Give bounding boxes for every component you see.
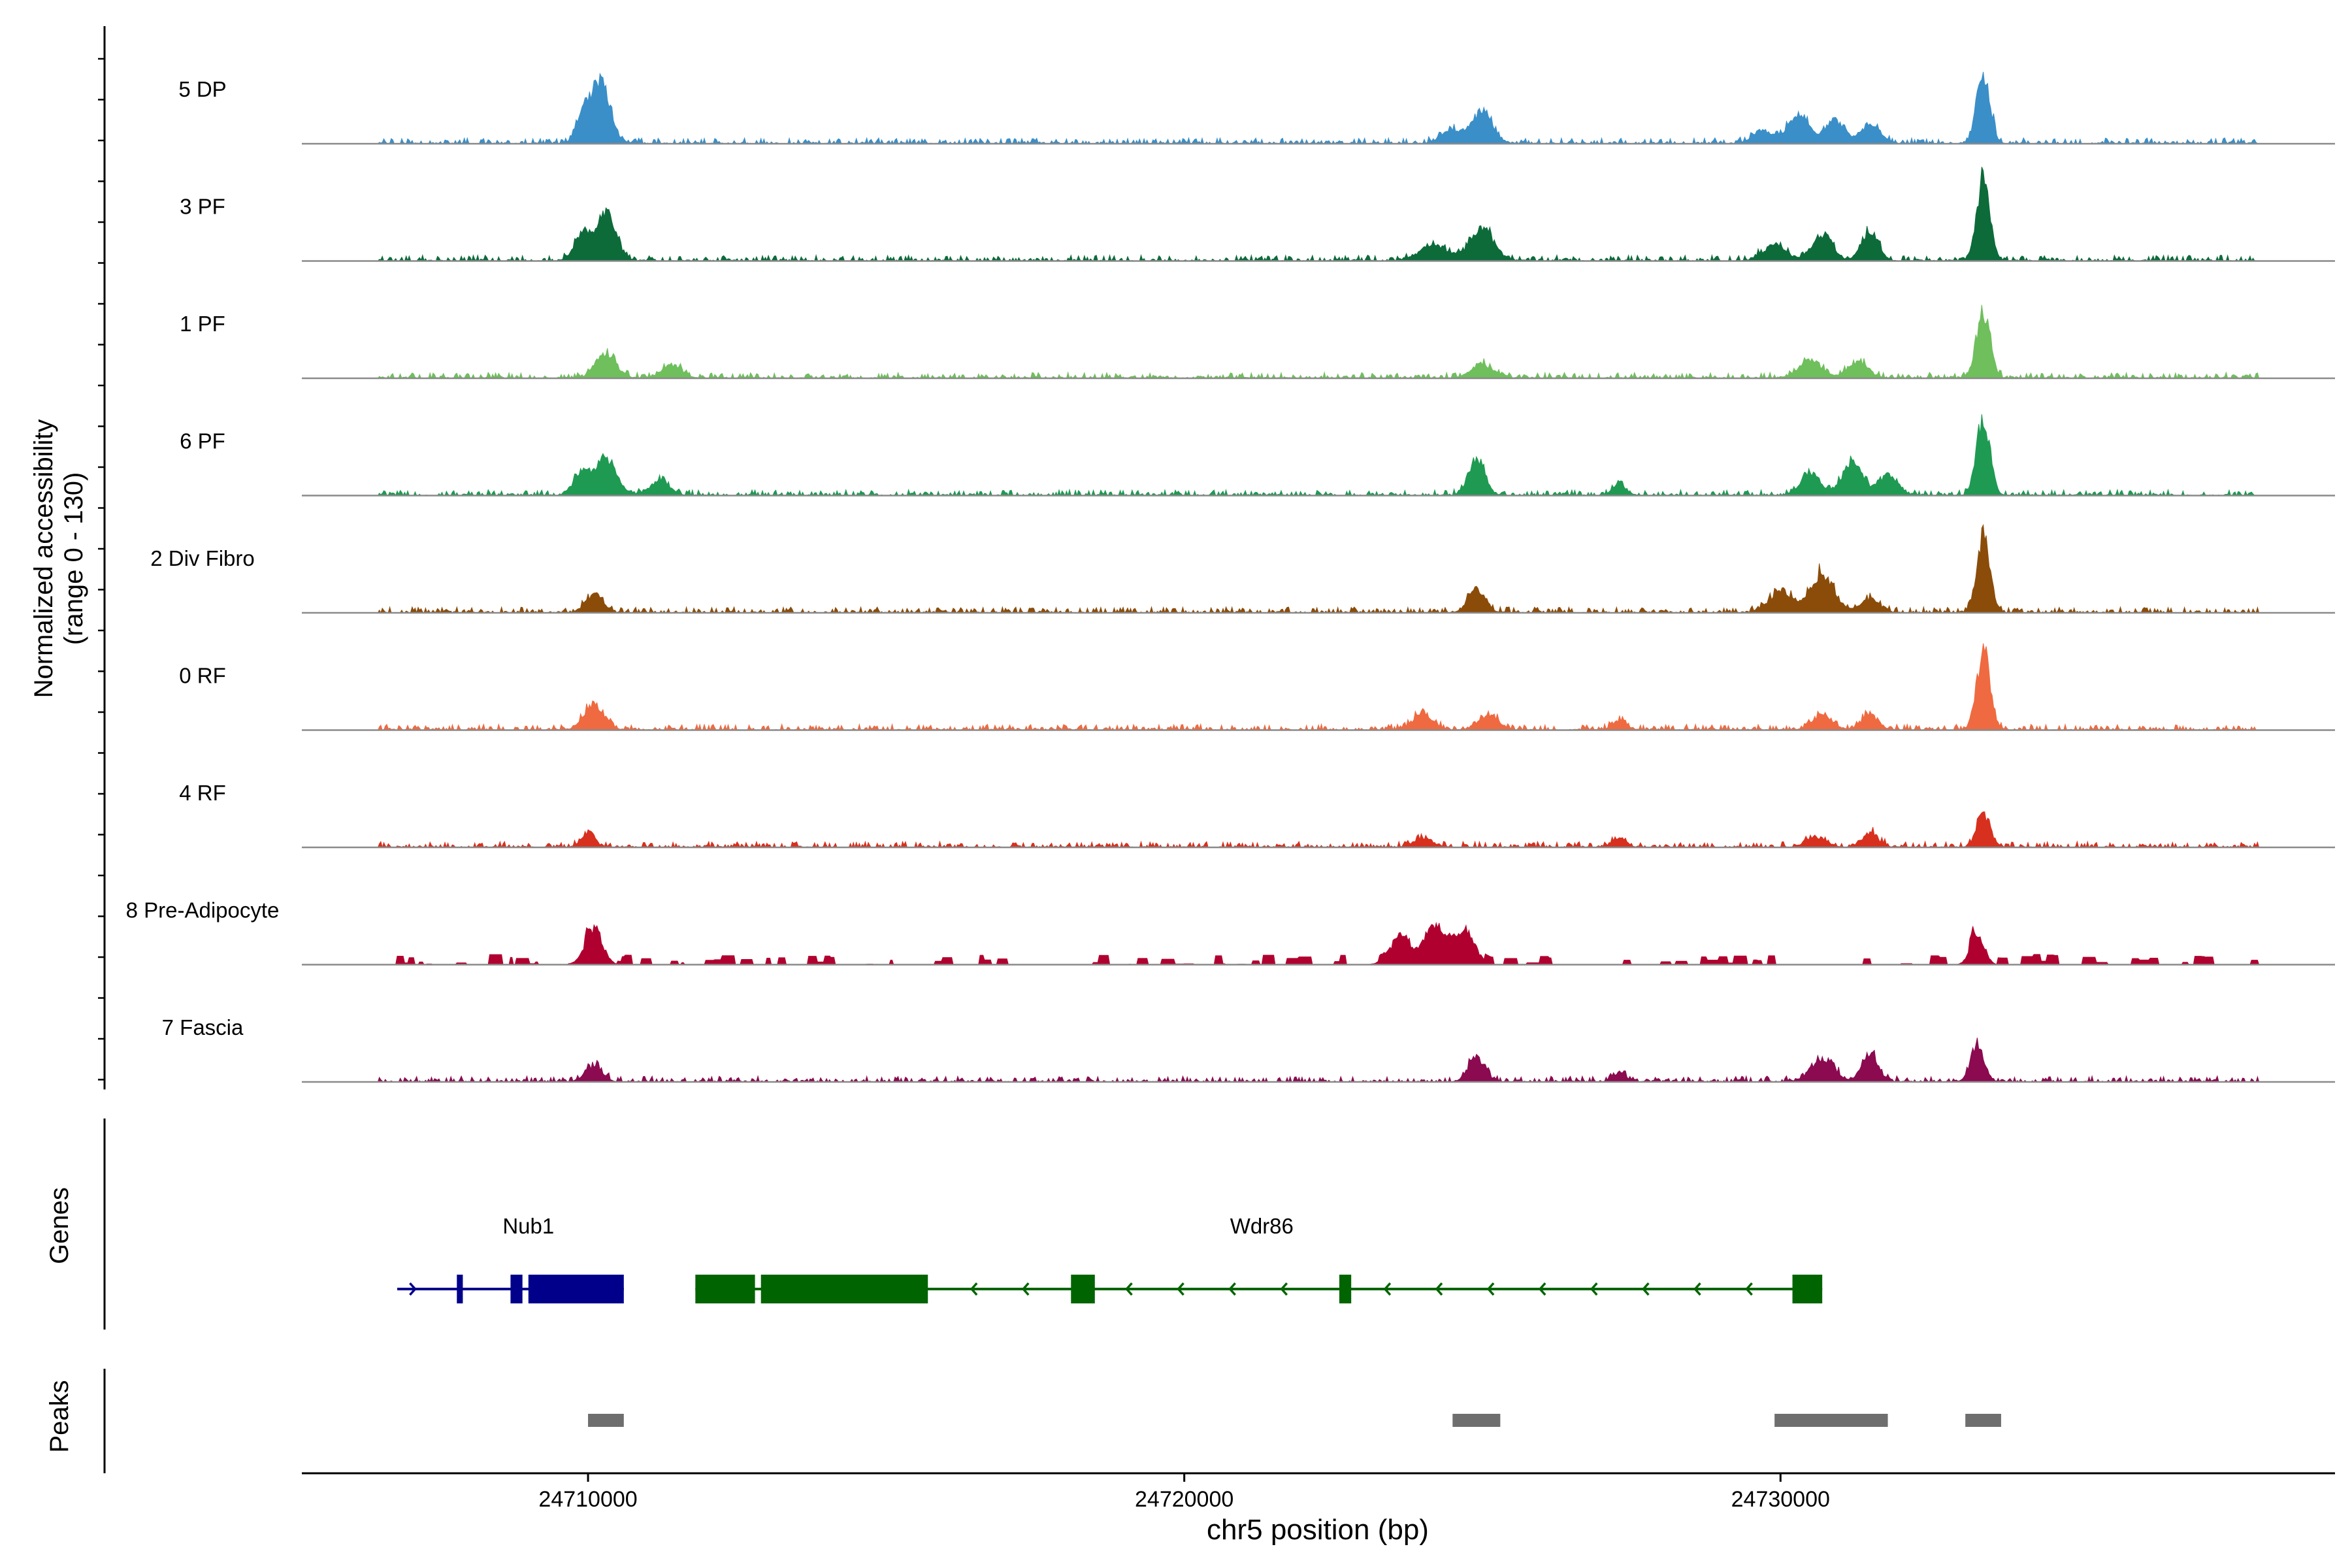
track-label: 6 PF bbox=[180, 429, 225, 453]
coverage-track-3-pf: 3 PF bbox=[180, 167, 2335, 263]
y-axis-label: Normalized accessibility bbox=[29, 419, 58, 698]
gene-exon bbox=[1792, 1275, 1823, 1303]
coverage-area bbox=[302, 71, 2335, 145]
y-axis-range-label: (range 0 - 130) bbox=[59, 472, 88, 645]
x-tick-label: 24710000 bbox=[538, 1487, 637, 1512]
track-label: 0 RF bbox=[179, 664, 226, 688]
coverage-track-1-pf: 1 PF bbox=[180, 304, 2335, 380]
gene-exon bbox=[1339, 1275, 1352, 1303]
gene-nub1: Nub1 bbox=[397, 1214, 624, 1303]
gene-wdr86: Wdr86 bbox=[695, 1214, 1823, 1303]
track-label: 2 Div Fibro bbox=[150, 546, 255, 570]
coverage-area bbox=[302, 1037, 2335, 1083]
peaks-panel bbox=[103, 1369, 2001, 1473]
coverage-area bbox=[302, 643, 2335, 732]
x-axis-label: chr5 position (bp) bbox=[1207, 1514, 1429, 1546]
strand-chevron bbox=[409, 1282, 417, 1296]
strand-chevron bbox=[1228, 1282, 1236, 1296]
strand-chevron bbox=[1642, 1282, 1650, 1296]
coverage-area bbox=[302, 167, 2335, 263]
coverage-track-8-pre-adipocyte: 8 Pre-Adipocyte bbox=[126, 898, 2335, 966]
track-label: 3 PF bbox=[180, 195, 225, 219]
track-label: 8 Pre-Adipocyte bbox=[126, 898, 280, 923]
x-tick-label: 24720000 bbox=[1135, 1487, 1233, 1512]
coverage-area bbox=[302, 811, 2335, 849]
gene-exon bbox=[695, 1275, 755, 1303]
strand-chevron bbox=[1745, 1282, 1753, 1296]
gene-label: Nub1 bbox=[502, 1214, 554, 1238]
genes-panel-label: Genes bbox=[45, 1187, 74, 1264]
coverage-track-0-rf: 0 RF bbox=[179, 643, 2335, 732]
coverage-track-4-rf: 4 RF bbox=[179, 781, 2335, 849]
coverage-tracks: 5 DP 3 PF 1 PF 6 PF 2 Div Fibro 0 RF 4 RF 8 Pre… bbox=[98, 26, 2335, 1090]
coverage-track-2-div-fibro: 2 Div Fibro bbox=[150, 523, 2335, 614]
coverage-area bbox=[302, 414, 2335, 497]
coverage-area bbox=[302, 523, 2335, 614]
strand-chevron bbox=[1538, 1282, 1546, 1296]
track-label: 5 DP bbox=[178, 77, 226, 101]
peak-region bbox=[1965, 1414, 2001, 1427]
strand-chevron bbox=[1383, 1282, 1392, 1296]
coverage-track-7-fascia: 7 Fascia bbox=[162, 1015, 2335, 1083]
coverage-area bbox=[302, 304, 2335, 380]
strand-chevron bbox=[1590, 1282, 1598, 1296]
coverage-track-5-dp: 5 DP bbox=[178, 71, 2335, 145]
gene-exon bbox=[528, 1275, 624, 1303]
x-axis: 24710000 24720000 24730000 bbox=[302, 1472, 2335, 1512]
track-label: 4 RF bbox=[179, 781, 226, 805]
coverage-area bbox=[302, 921, 2335, 966]
coverage-track-6-pf: 6 PF bbox=[180, 414, 2335, 497]
strand-chevron bbox=[1435, 1282, 1443, 1296]
strand-chevron bbox=[1177, 1282, 1184, 1296]
x-tick-label: 24730000 bbox=[1731, 1487, 1830, 1512]
strand-chevron bbox=[970, 1282, 978, 1296]
peak-region bbox=[1774, 1414, 1888, 1427]
gene-exon bbox=[760, 1275, 928, 1303]
gene-exon bbox=[457, 1275, 463, 1303]
track-label: 1 PF bbox=[180, 312, 225, 336]
axis-labels: Normalized accessibility (range 0 - 130)… bbox=[29, 419, 1429, 1546]
peaks-panel-label: Peaks bbox=[45, 1380, 74, 1452]
strand-chevron bbox=[1693, 1282, 1701, 1296]
gene-annotation-panel: Nub1 Wdr86 bbox=[103, 1119, 1823, 1330]
track-label: 7 Fascia bbox=[162, 1015, 244, 1039]
strand-chevron bbox=[1125, 1282, 1133, 1296]
peak-region bbox=[588, 1414, 624, 1427]
strand-chevron bbox=[1280, 1282, 1288, 1296]
strand-chevron bbox=[1021, 1282, 1030, 1296]
peak-region bbox=[1452, 1414, 1501, 1427]
gene-label: Wdr86 bbox=[1230, 1214, 1294, 1238]
gene-exon bbox=[1071, 1275, 1095, 1303]
strand-chevron bbox=[1486, 1282, 1495, 1296]
gene-exon bbox=[510, 1275, 523, 1303]
